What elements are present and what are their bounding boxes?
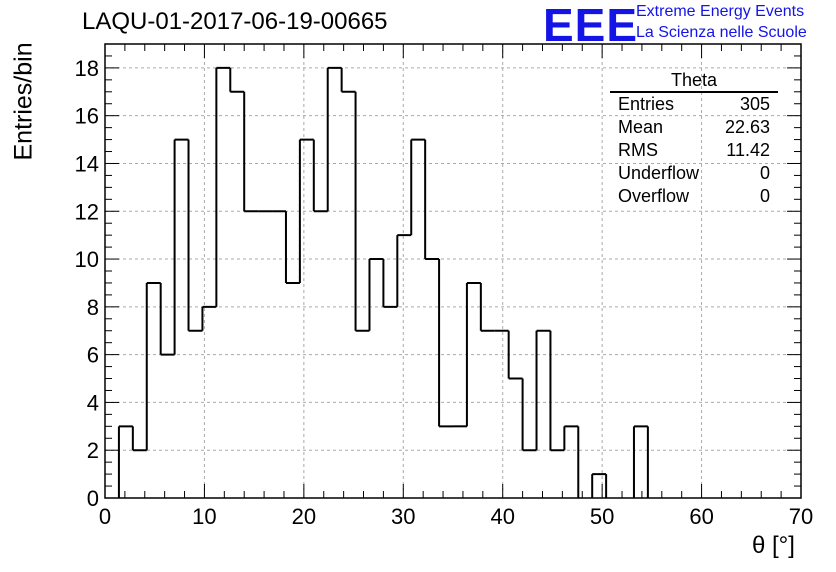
x-tick-label: 70: [789, 504, 813, 529]
stats-value: 11.42: [726, 140, 770, 160]
histogram-bin: [340, 67, 356, 93]
histogram-bin: [507, 330, 523, 380]
histogram-bin: [410, 138, 426, 236]
y-tick-label: 0: [87, 486, 99, 511]
y-tick-label: 2: [87, 438, 99, 463]
histogram-bin: [424, 139, 440, 261]
histogram-bin: [549, 330, 565, 452]
histogram-bin: [438, 259, 453, 428]
stats-row-mean: Mean 22.63: [610, 116, 778, 139]
stats-label: Overflow: [618, 186, 690, 206]
stats-label: Entries: [618, 94, 675, 114]
histogram-bin: [159, 282, 175, 356]
y-tick-label: 10: [75, 247, 99, 272]
histogram-bin: [298, 138, 314, 283]
histogram-bin: [201, 305, 217, 331]
histogram-bin: [368, 258, 384, 331]
logo-line-2: La Scienza nelle Scuole: [636, 24, 807, 41]
y-tick-label: 4: [87, 390, 99, 415]
stats-label: Mean: [618, 117, 664, 137]
stats-row-overflow: Overflow 0: [610, 185, 778, 208]
x-tick-label: 20: [292, 504, 316, 529]
histogram-bin: [396, 234, 412, 307]
stats-row-underflow: Underflow 0: [610, 162, 778, 185]
y-tick-label: 12: [75, 199, 99, 224]
histogram-bin: [465, 281, 481, 427]
y-tick-label: 14: [75, 151, 99, 176]
histogram-bin: [145, 281, 161, 451]
histogram-bin: [326, 66, 342, 212]
stats-box: Theta Entries 305 Mean 22.63 RMS 11.42 U…: [610, 70, 778, 208]
y-tick-label: 18: [75, 56, 99, 81]
logo-line-1: Extreme Energy Events: [636, 3, 805, 20]
histogram-bin: [173, 138, 189, 355]
stats-row-entries: Entries 305: [610, 93, 778, 116]
stats-label: RMS: [618, 140, 658, 160]
histogram-bin: [131, 426, 147, 452]
x-tick-label: 10: [192, 504, 216, 529]
histogram-bin: [535, 329, 551, 451]
y-tick-label: 16: [75, 104, 99, 129]
stats-label: Underflow: [618, 163, 700, 183]
histogram-bin: [215, 66, 231, 307]
y-tick-label: 6: [87, 343, 99, 368]
x-tick-label: 50: [590, 504, 614, 529]
histogram-bin: [479, 282, 495, 332]
histogram-bin: [521, 378, 537, 452]
histogram-bin: [284, 211, 300, 284]
x-tick-label: 0: [99, 504, 111, 529]
x-tick-label: 30: [391, 504, 415, 529]
chart-title: LAQU-01-2017-06-19-00665: [82, 8, 388, 35]
histogram-bin: [187, 139, 203, 332]
histogram-bin: [382, 259, 398, 308]
x-tick-label: 40: [490, 504, 514, 529]
stats-value: 305: [739, 94, 770, 114]
x-tick-label: 60: [689, 504, 713, 529]
histogram-bin: [632, 425, 648, 498]
eee-logo: EEE: [543, 0, 639, 51]
histogram-bin: [354, 91, 370, 332]
stats-value: 0: [759, 186, 770, 206]
histogram-bin: [563, 425, 579, 451]
stats-value: 0: [759, 163, 770, 183]
histogram-bin: [591, 473, 607, 498]
histogram-bin: [117, 425, 133, 498]
histogram-bin: [229, 67, 245, 93]
stats-value: 22.63: [724, 117, 770, 137]
x-axis-label: θ [°]: [752, 532, 795, 559]
stats-row-rms: RMS 11.42: [610, 139, 778, 162]
stats-box-title: Theta: [610, 70, 778, 93]
histogram-bin: [243, 91, 259, 213]
histogram-bin: [312, 139, 328, 213]
y-tick-label: 8: [87, 295, 99, 320]
